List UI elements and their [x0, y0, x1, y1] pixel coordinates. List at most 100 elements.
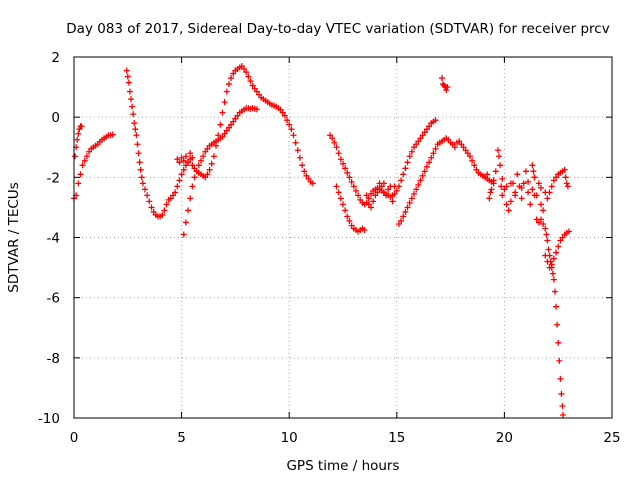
data-point — [421, 168, 428, 175]
data-point — [487, 189, 494, 196]
data-point — [169, 192, 176, 199]
data-point — [352, 187, 359, 194]
data-point — [438, 75, 445, 82]
data-point — [411, 190, 418, 197]
data-point — [564, 183, 571, 190]
y-axis-label: SDTVAR / TECUs — [6, 182, 22, 292]
data-point — [389, 198, 396, 205]
data-point — [161, 207, 168, 214]
data-point — [335, 150, 342, 157]
data-point — [553, 303, 560, 310]
data-point — [558, 390, 565, 397]
x-tick-label: 10 — [281, 430, 298, 446]
data-point — [238, 63, 245, 70]
data-point — [144, 192, 151, 199]
data-point — [342, 165, 349, 172]
data-point — [370, 198, 377, 205]
data-point — [419, 172, 426, 179]
data-point — [367, 190, 374, 197]
data-point — [189, 162, 196, 169]
data-point — [185, 207, 192, 214]
data-point — [543, 231, 550, 238]
data-point — [193, 168, 200, 175]
data-point — [449, 141, 456, 148]
data-point — [348, 222, 355, 229]
data-point — [348, 178, 355, 185]
axis-ticks: 0 5 10 15 20 25 -10 -8 -6 -4 -2 0 2 — [38, 50, 621, 446]
data-point — [473, 166, 480, 173]
data-point — [337, 195, 344, 202]
data-point — [206, 166, 213, 173]
data-point — [393, 187, 400, 194]
data-point — [219, 109, 226, 116]
data-points — [71, 63, 572, 418]
data-point — [471, 162, 478, 169]
data-point — [554, 321, 561, 328]
data-point — [294, 147, 301, 154]
data-point — [518, 195, 525, 202]
data-point — [279, 109, 286, 116]
data-point — [225, 124, 232, 131]
data-point — [380, 180, 387, 187]
data-point — [503, 201, 510, 208]
data-point — [499, 175, 506, 182]
x-tick-label: 5 — [177, 430, 186, 446]
data-point — [225, 81, 232, 88]
data-point — [529, 186, 536, 193]
data-point — [253, 106, 260, 113]
data-point — [372, 192, 379, 199]
data-point — [499, 192, 506, 199]
x-tick-label: 20 — [496, 430, 513, 446]
data-point — [402, 165, 409, 172]
data-point — [545, 246, 552, 253]
data-point — [562, 174, 569, 181]
data-point — [355, 192, 362, 199]
data-point — [466, 153, 473, 160]
data-point — [426, 123, 433, 130]
data-point — [494, 147, 501, 154]
data-point — [159, 211, 166, 218]
data-point — [134, 141, 141, 148]
data-point — [76, 126, 83, 133]
data-point — [544, 237, 551, 244]
data-point — [75, 130, 82, 137]
data-point — [148, 204, 155, 211]
data-point — [189, 154, 196, 161]
data-point — [210, 153, 217, 160]
data-point — [296, 154, 303, 161]
data-point — [243, 69, 250, 76]
data-point — [402, 208, 409, 215]
data-point — [185, 159, 192, 166]
data-point — [247, 78, 254, 85]
data-point — [350, 183, 357, 190]
data-point — [75, 180, 82, 187]
data-point — [365, 201, 372, 208]
x-tick-label: 0 — [70, 430, 79, 446]
data-point — [415, 138, 422, 145]
data-point — [514, 171, 521, 178]
data-point — [208, 160, 215, 167]
data-point — [565, 228, 572, 235]
data-point — [109, 131, 116, 138]
data-point — [344, 169, 351, 176]
data-point — [559, 402, 566, 409]
data-point — [417, 135, 424, 142]
data-point — [520, 180, 527, 187]
data-point — [340, 201, 346, 208]
data-point — [126, 88, 133, 95]
data-point — [180, 166, 187, 173]
data-point — [406, 153, 413, 160]
data-point — [378, 183, 385, 190]
data-point — [130, 111, 137, 118]
data-point — [417, 177, 424, 184]
data-point — [443, 87, 450, 94]
data-point — [189, 183, 196, 190]
data-point — [458, 141, 465, 148]
data-point — [363, 192, 370, 199]
data-point — [357, 196, 364, 203]
data-point — [488, 186, 495, 193]
data-point — [542, 225, 549, 232]
data-point — [529, 162, 536, 169]
data-point — [430, 150, 437, 157]
data-point — [537, 216, 544, 223]
